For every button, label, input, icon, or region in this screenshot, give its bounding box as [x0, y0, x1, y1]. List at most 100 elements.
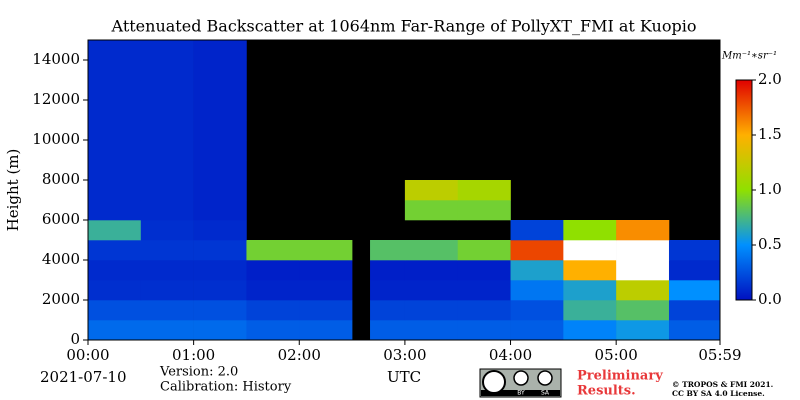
- heatmap-cell: [88, 220, 142, 241]
- heatmap-cell: [457, 300, 511, 321]
- heatmap-cell: [457, 180, 511, 201]
- heatmap-cell: [88, 100, 142, 121]
- heatmap-cell: [370, 260, 406, 281]
- cc-icon: [482, 370, 506, 394]
- heatmap-cell: [88, 300, 142, 321]
- heatmap-cell: [140, 260, 194, 281]
- heatmap-cell: [193, 80, 247, 101]
- heatmap-cell: [457, 280, 511, 301]
- colorbar: [735, 79, 753, 301]
- heatmap-cell: [299, 320, 353, 341]
- heatmap-cell: [510, 300, 564, 321]
- heatmap-cell: [457, 260, 511, 281]
- colorbar-tick-label: 0.5: [758, 235, 782, 253]
- heatmap-cell: [668, 300, 721, 321]
- heatmap-cell: [563, 320, 617, 341]
- heatmap-cell: [193, 240, 247, 261]
- x-tick-label: 04:00: [489, 346, 532, 364]
- heatmap-cell: [140, 140, 194, 161]
- version: Version: 2.0: [159, 365, 238, 380]
- x-tick-label: 03:00: [383, 346, 426, 364]
- heatmap-cell: [246, 320, 300, 341]
- heatmap-cell: [510, 260, 564, 281]
- y-tick-label: 0: [70, 330, 80, 348]
- y-axis-label: Height (m): [4, 149, 22, 232]
- heatmap-cell: [246, 280, 300, 301]
- badge-sa: SA: [541, 390, 550, 397]
- heatmap-cell: [299, 260, 353, 281]
- heatmap-cell: [140, 280, 194, 301]
- heatmap-cell: [88, 200, 142, 221]
- heatmap-cell: [193, 320, 247, 341]
- colorbar-label: Mm⁻¹∗sr⁻¹: [721, 51, 777, 62]
- heatmap-cell: [299, 240, 353, 261]
- heatmap-cell: [193, 140, 247, 161]
- heatmap-cell: [668, 240, 721, 261]
- heatmap-cell: [193, 40, 247, 61]
- heatmap-cell: [88, 120, 142, 141]
- heatmap-cell: [193, 100, 247, 121]
- heatmap-cell: [88, 260, 142, 281]
- heatmap-cell: [246, 240, 300, 261]
- heatmap-cell: [404, 200, 459, 221]
- heatmap-cell: [370, 240, 406, 261]
- heatmap-cell: [88, 80, 142, 101]
- heatmap-cell: [616, 240, 670, 261]
- heatmap-cell: [616, 220, 670, 241]
- sa-icon: [537, 370, 553, 386]
- heatmap-cell: [88, 40, 142, 61]
- heatmap-cell: [140, 220, 194, 241]
- x-tick-label: 01:00: [172, 346, 215, 364]
- heatmap-cell: [404, 180, 459, 201]
- heatmap-cell: [193, 260, 247, 281]
- heatmap-cell: [88, 60, 142, 81]
- heatmap-cell: [140, 120, 194, 141]
- chart-title: Attenuated Backscatter at 1064nm Far-Ran…: [111, 17, 697, 36]
- preliminary-note: Results.: [577, 384, 636, 399]
- heatmap-cell: [140, 320, 194, 341]
- heatmap-cell: [510, 220, 564, 241]
- heatmap-cell: [404, 280, 459, 301]
- license-badge: BY SA: [479, 368, 562, 398]
- heatmap-cell: [668, 320, 721, 341]
- heatmap-cell: [510, 280, 564, 301]
- colorbar-tick-label: 2.0: [758, 70, 782, 88]
- heatmap-cell: [404, 240, 459, 261]
- heatmap-cell: [563, 300, 617, 321]
- colorbar-tick-label: 0.0: [758, 290, 782, 308]
- heatmap-cell: [246, 260, 300, 281]
- badge-strip: [481, 390, 560, 396]
- heatmap-cell: [88, 180, 142, 201]
- heatmap-cell: [193, 220, 247, 241]
- x-tick-label: 05:59: [698, 346, 741, 364]
- heatmap-cell: [140, 240, 194, 261]
- y-tick-label: 4000: [42, 250, 80, 268]
- copyright: CC BY SA 4.0 License.: [672, 389, 765, 398]
- x-tick-label: 00:00: [66, 346, 109, 364]
- x-tick-label: 02:00: [278, 346, 321, 364]
- heatmap-cell: [404, 320, 459, 341]
- heatmap-cell: [193, 160, 247, 181]
- heatmap-cell: [193, 60, 247, 81]
- heatmap-cell: [616, 320, 670, 341]
- copyright: © TROPOS & FMI 2021.: [672, 380, 773, 389]
- heatmap-cell: [299, 280, 353, 301]
- heatmap-cell: [616, 300, 670, 321]
- x-axis-label: UTC: [387, 368, 421, 386]
- heatmap-cell: [668, 280, 721, 301]
- heatmap-cell: [193, 280, 247, 301]
- plot-frame: [87, 39, 721, 341]
- heatmap-cell: [140, 300, 194, 321]
- heatmap-cell: [140, 160, 194, 181]
- heatmap-cell: [246, 300, 300, 321]
- heatmap-cell: [140, 40, 194, 61]
- heatmap-cell: [563, 280, 617, 301]
- y-tick-label: 2000: [42, 290, 80, 308]
- heatmap-cell: [88, 320, 142, 341]
- heatmap-cell: [88, 140, 142, 161]
- heatmap-cell: [140, 100, 194, 121]
- heatmap-cell: [668, 260, 721, 281]
- heatmap-cell: [510, 320, 564, 341]
- heatmap-cell: [404, 300, 459, 321]
